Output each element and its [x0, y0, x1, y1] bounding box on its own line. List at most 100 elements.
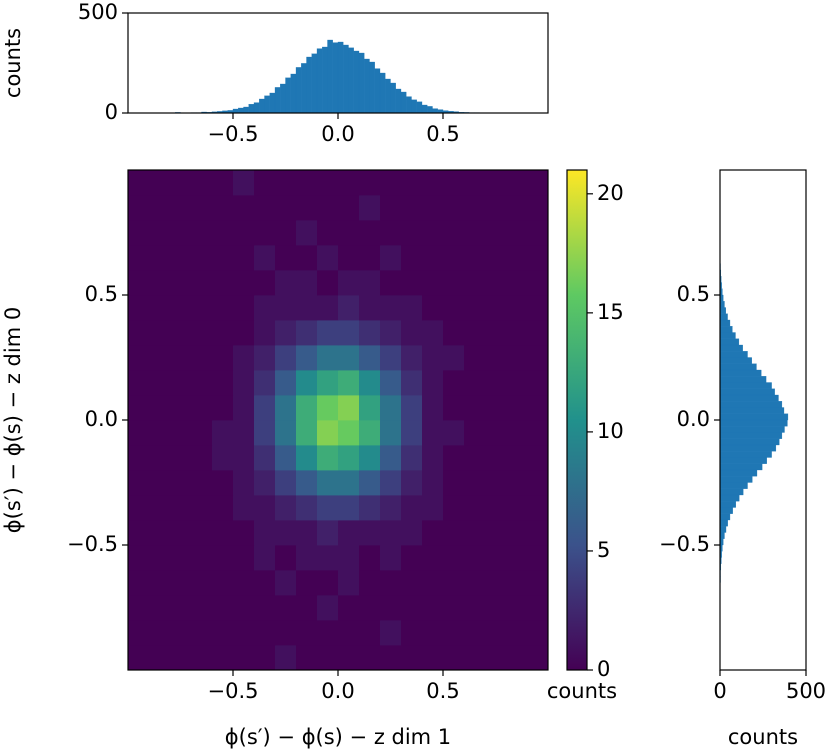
colorbar-tick-label: 0 — [597, 657, 610, 681]
heatmap-cell — [422, 470, 444, 496]
heatmap-cell — [485, 195, 507, 221]
heatmap-cell — [380, 220, 402, 246]
heatmap-cell — [254, 445, 276, 471]
heatmap-cell — [380, 370, 402, 396]
heatmap-cell — [128, 345, 150, 371]
heatmap-cell — [485, 395, 507, 421]
heatmap-cell — [191, 495, 213, 521]
heatmap-cell — [254, 470, 276, 496]
heatmap-cell — [380, 245, 402, 271]
bar — [348, 47, 354, 114]
heatmap-cell — [128, 320, 150, 346]
heatmap-cell — [233, 620, 255, 646]
heatmap-cell — [485, 270, 507, 296]
bar — [327, 39, 333, 114]
heatmap-cell — [527, 220, 549, 246]
heatmap-cell — [506, 295, 528, 321]
bar — [337, 41, 344, 114]
heatmap-cell — [527, 345, 549, 371]
y-tick-label: −0.5 — [67, 532, 118, 556]
heatmap-cell — [296, 420, 318, 446]
heatmap-cell — [170, 545, 192, 571]
bar — [719, 313, 728, 321]
heatmap-cell — [485, 320, 507, 346]
heatmap-cell — [443, 245, 465, 271]
heatmap-cell — [191, 195, 213, 221]
heatmap-cell — [149, 170, 171, 196]
heatmap-cell — [359, 245, 381, 271]
heatmap-cell — [191, 170, 213, 196]
heatmap-cell — [359, 545, 381, 571]
heatmap-cell — [527, 320, 549, 346]
heatmap-cell — [191, 470, 213, 496]
heatmap-cell — [170, 220, 192, 246]
heatmap-cell — [275, 495, 297, 521]
heatmap-cell — [338, 595, 360, 621]
heatmap-cell — [296, 645, 318, 671]
heatmap-cell — [506, 170, 528, 196]
heatmap-cell — [317, 220, 339, 246]
y-axis-label: counts — [1, 28, 25, 98]
bar — [719, 357, 752, 364]
heatmap-cell — [170, 170, 192, 196]
heatmap-cell — [296, 470, 318, 496]
heatmap-cell — [317, 620, 339, 646]
heatmap-cell — [149, 295, 171, 321]
heatmap-cell — [254, 220, 276, 246]
heatmap-cell — [338, 320, 360, 346]
bar — [719, 338, 740, 346]
heatmap-cell — [275, 620, 297, 646]
heatmap-cell — [401, 270, 423, 296]
heatmap-cell — [380, 495, 402, 521]
heatmap-cell — [527, 420, 549, 446]
heatmap-cell — [359, 345, 381, 371]
heatmap-cell — [317, 370, 339, 396]
heatmap-cell — [359, 595, 381, 621]
heatmap-cell — [149, 245, 171, 271]
heatmap-cell — [506, 620, 528, 646]
heatmap-cell — [506, 570, 528, 596]
heatmap-cell — [443, 645, 465, 671]
heatmap-cell — [380, 545, 402, 571]
colorbar — [567, 170, 587, 670]
heatmap-cell — [317, 495, 339, 521]
heatmap-cell — [149, 420, 171, 446]
bar — [719, 419, 788, 427]
heatmap-cell — [401, 620, 423, 646]
bar — [719, 526, 727, 533]
bar — [280, 83, 286, 114]
bar — [719, 494, 740, 502]
heatmap-cell — [338, 520, 360, 546]
heatmap-cell — [401, 395, 423, 421]
heatmap-cell — [128, 445, 150, 471]
heatmap-cell — [527, 470, 549, 496]
heatmap-cell — [275, 195, 297, 221]
bar — [400, 91, 407, 114]
heatmap-cell — [527, 395, 549, 421]
heatmap-cell — [464, 245, 486, 271]
heatmap-cell — [233, 295, 255, 321]
heatmap-cell — [464, 620, 486, 646]
heatmap-cell — [485, 645, 507, 671]
heatmap-cell — [254, 320, 276, 346]
heatmap-cell — [401, 445, 423, 471]
bar — [719, 507, 733, 514]
bar — [719, 501, 736, 508]
x-tick-label: 0.5 — [426, 122, 459, 146]
heatmap-cell — [359, 195, 381, 221]
y-tick-label: 0.5 — [85, 282, 118, 306]
heatmap-cell — [527, 170, 549, 196]
colorbar-tick-label: 15 — [597, 300, 624, 324]
heatmap-cell — [401, 495, 423, 521]
heatmap-cell — [464, 270, 486, 296]
heatmap-cell — [359, 645, 381, 671]
heatmap-cell — [191, 320, 213, 346]
heatmap-cell — [296, 520, 318, 546]
heatmap-cell — [485, 570, 507, 596]
heatmap-cell — [527, 445, 549, 471]
heatmap-cell — [401, 295, 423, 321]
heatmap-cell — [422, 570, 444, 596]
heatmap-cell — [275, 470, 297, 496]
heatmap-cell — [149, 195, 171, 221]
heatmap-cell — [485, 495, 507, 521]
